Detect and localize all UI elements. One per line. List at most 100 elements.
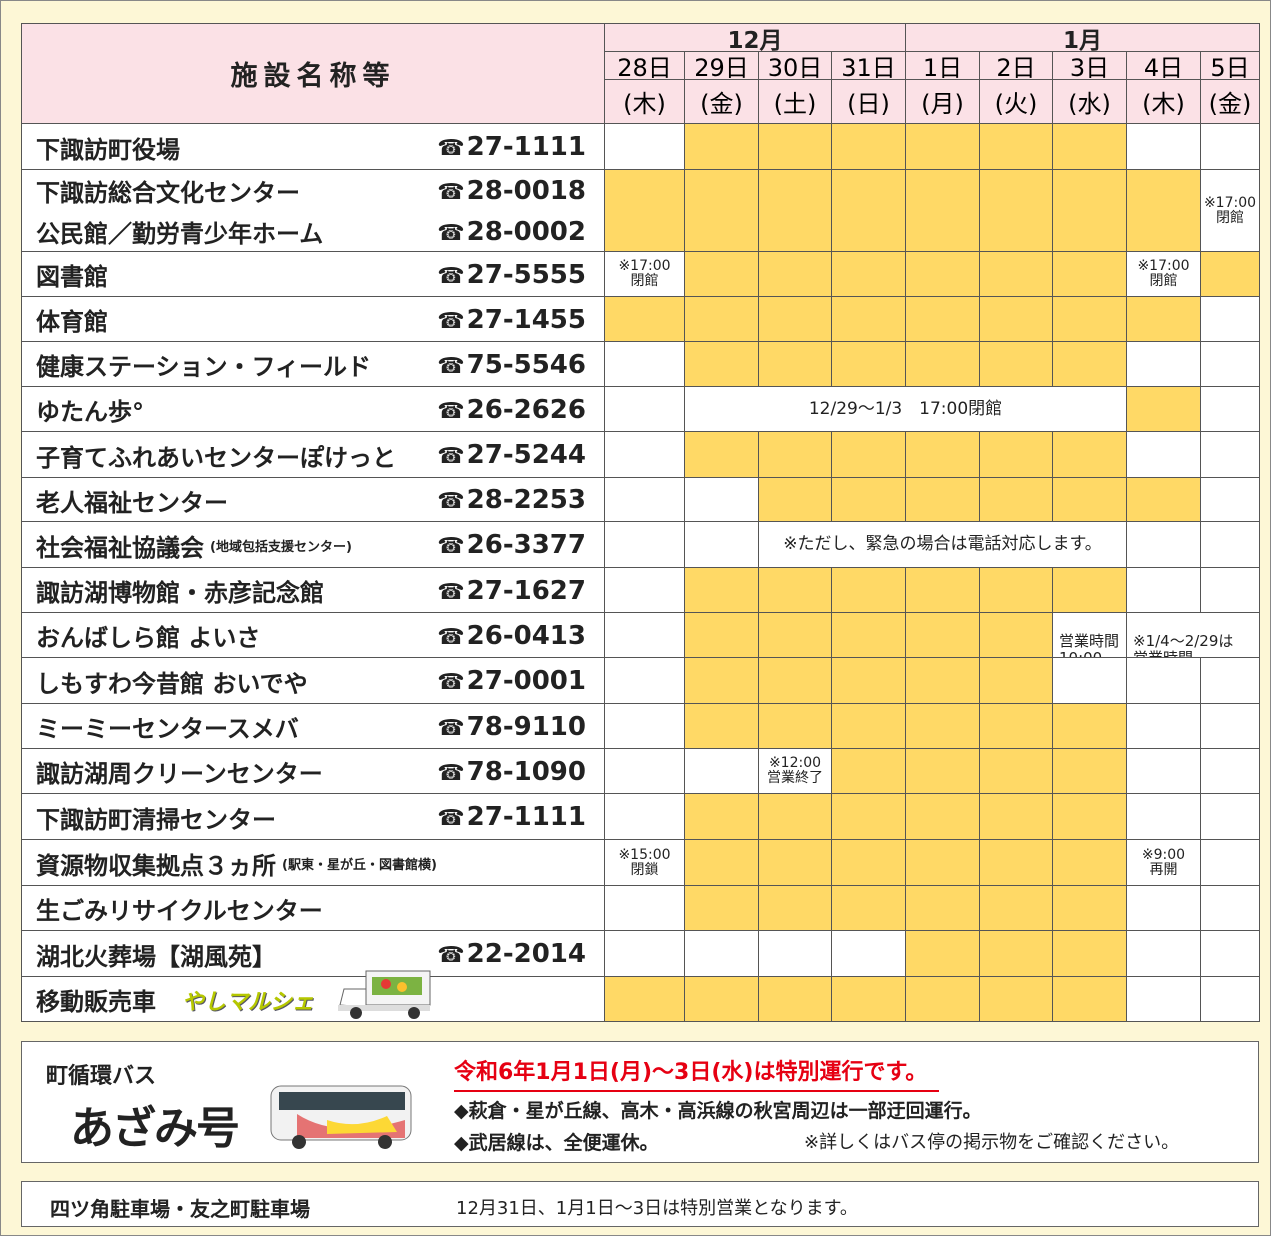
facility-line: 図書館 27-5555 (36, 252, 586, 297)
day-cell (1200, 341, 1260, 387)
day-cell (1200, 885, 1260, 931)
weekday-label: (水) (1052, 79, 1127, 124)
truck-image (338, 970, 431, 1019)
facility-line: おんばしら館 よいさ 26-0413 (36, 613, 586, 658)
day-cell (1126, 567, 1201, 613)
day-cell (1126, 657, 1201, 704)
day-cell (604, 169, 685, 252)
facility-line: 体育館 27-1455 (36, 297, 586, 342)
day-cell (684, 976, 759, 1022)
phone: 27-5244 (437, 440, 586, 470)
weekday-label: (月) (905, 79, 980, 124)
facility-name: ミーミーセンタースメバ (36, 715, 299, 743)
day-cell (979, 341, 1053, 387)
day-cell (758, 657, 832, 704)
day-cell (905, 612, 980, 658)
facility-cell: 資源物収集拠点３ヵ所 (駅東・星が丘・図書館横) (21, 839, 605, 886)
day-cell (604, 930, 685, 977)
day-cell (604, 612, 685, 658)
day-cell (979, 976, 1053, 1022)
day-cell (604, 341, 685, 387)
day-cell (979, 431, 1053, 478)
day-cell (1052, 296, 1127, 342)
day-cell (604, 567, 685, 613)
day-cell (831, 123, 906, 170)
facility-name: 体育館 (36, 308, 108, 336)
facility-cell: 諏訪湖周クリーンセンター 78-1090 (21, 748, 605, 794)
day-cell (1052, 251, 1127, 297)
day-cell (979, 839, 1053, 886)
phone: 27-5555 (437, 260, 586, 290)
phone: 27-1111 (437, 802, 586, 832)
day-label: 1日 (905, 51, 980, 82)
day-cell (979, 885, 1053, 931)
day-cell (684, 296, 759, 342)
day-cell (979, 251, 1053, 297)
facility-cell: 老人福祉センター 28-2253 (21, 477, 605, 522)
phone: 27-0001 (437, 666, 586, 696)
parking-text: 12月31日、1月1日〜3日は特別営業となります。 (456, 1198, 858, 1219)
day-cell (604, 976, 685, 1022)
day-cell (1052, 976, 1127, 1022)
day-cell (1126, 793, 1201, 840)
day-cell (604, 748, 685, 794)
day-cell (905, 169, 980, 252)
cell-note: ※ただし、緊急の場合は電話対応します。 (758, 521, 1127, 568)
phone: 28-0002 (437, 217, 586, 247)
day-cell (1126, 296, 1201, 342)
facility-cell: 社会福祉協議会 (地域包括支援センター) 26-3377 (21, 521, 605, 568)
facility-name: 社会福祉協議会 (36, 533, 204, 562)
cell-note: ※17:00 閉館 (1126, 251, 1201, 297)
day-cell (979, 567, 1053, 613)
day-cell (1126, 123, 1201, 170)
day-cell (1052, 341, 1127, 387)
facility-name: 子育てふれあいセンターぽけっと (36, 443, 396, 472)
facility-cell: しもすわ今昔館 おいでや 27-0001 (21, 657, 605, 704)
facility-line: 湖北火葬場【湖風苑】 22-2014 (36, 931, 586, 977)
day-cell (1126, 169, 1201, 252)
day-cell (684, 839, 759, 886)
day-cell (831, 657, 906, 704)
facility-line: 社会福祉協議会 (地域包括支援センター) 26-3377 (36, 522, 586, 568)
day-cell (604, 431, 685, 478)
day-cell (684, 477, 759, 522)
facility-name: 下諏訪町清掃センター (36, 805, 276, 834)
day-cell (1200, 477, 1260, 522)
day-cell (979, 612, 1053, 658)
day-cell (831, 251, 906, 297)
facility-line: ゆたん歩° 26-2626 (36, 387, 586, 432)
day-cell (1052, 930, 1127, 977)
facility-name: 諏訪湖周クリーンセンター (36, 760, 323, 788)
day-cell (684, 521, 759, 568)
day-cell (684, 612, 759, 658)
cell-note: ※9:00 再開 (1126, 839, 1201, 886)
day-cell (1200, 296, 1260, 342)
facility-cell: 下諏訪町役場 27-1111 (21, 123, 605, 170)
day-cell (758, 296, 832, 342)
day-cell (684, 885, 759, 931)
day-cell (684, 657, 759, 704)
day-cell (905, 123, 980, 170)
facility-cell: 下諏訪総合文化センター 28-0018 公民館／勤労青少年ホーム 28-0002 (21, 169, 605, 252)
day-cell (758, 477, 832, 522)
day-cell (684, 431, 759, 478)
day-cell (758, 251, 832, 297)
facility-line: 公民館／勤労青少年ホーム 28-0002 (36, 211, 586, 252)
day-cell (758, 612, 832, 658)
day-cell (905, 930, 980, 977)
day-cell (979, 793, 1053, 840)
day-cell (604, 296, 685, 342)
day-cell (684, 703, 759, 749)
facility-cell: 湖北火葬場【湖風苑】 22-2014 (21, 930, 605, 977)
day-cell (831, 703, 906, 749)
facility-cell: 体育館 27-1455 (21, 296, 605, 342)
cell-note: ※17:00 閉館 (1200, 169, 1260, 252)
facility-cell: 生ごみリサイクルセンター (21, 885, 605, 931)
day-cell (905, 567, 980, 613)
day-cell (684, 930, 759, 977)
day-cell (905, 657, 980, 704)
facility-line: 子育てふれあいセンターぽけっと 27-5244 (36, 432, 586, 478)
day-cell (758, 930, 832, 977)
facility-name: 諏訪湖博物館・赤彦記念館 (36, 579, 324, 607)
